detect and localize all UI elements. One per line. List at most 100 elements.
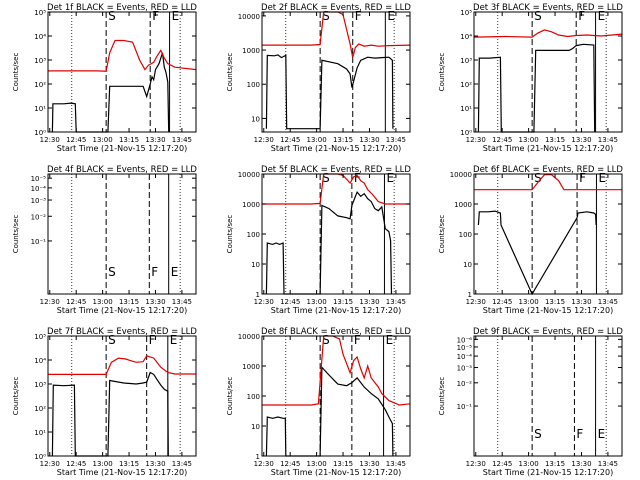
y-tick-label: 10000: [238, 333, 260, 341]
x-tick-label: 12:45: [280, 136, 300, 144]
x-axis-label: Start Time (21-Nov-15 12:17:20): [57, 468, 187, 477]
x-tick-label: 13:15: [545, 136, 565, 144]
y-axis-label: Counts/sec: [226, 377, 234, 416]
x-tick-label: 13:00: [93, 298, 113, 306]
series-events: [265, 365, 394, 457]
y-tick-label: 10¹: [34, 105, 46, 113]
y-axis-label: Counts/sec: [438, 215, 446, 254]
x-tick-label: 12:45: [280, 298, 300, 306]
series-lld: [262, 11, 411, 58]
x-tick-label: 12:30: [40, 298, 60, 306]
y-tick-label: 1: [468, 291, 472, 299]
x-tick-label: 13:15: [333, 460, 353, 468]
y-tick-label: 1000: [242, 363, 260, 371]
y-tick-label: 100: [247, 231, 260, 239]
y-tick-label: 10: [463, 261, 472, 269]
marker-label-e: E: [386, 333, 394, 347]
y-tick-label: 10⁵: [460, 9, 472, 17]
series-events: [477, 43, 596, 133]
marker-label-s: S: [534, 171, 542, 185]
x-tick-label: 13:15: [545, 298, 565, 306]
y-tick-label: 10⁵: [34, 333, 46, 341]
marker-label-s: S: [322, 333, 330, 347]
y-tick-label: 10: [251, 261, 260, 269]
y-tick-label: 10³: [34, 381, 46, 389]
y-tick-label: 10⁴: [34, 33, 46, 41]
y-tick-label: 10⁻⁶: [457, 336, 473, 344]
y-tick-label: 10⁻⁴: [31, 185, 47, 193]
x-tick-label: 13:45: [598, 136, 618, 144]
x-tick-label: 13:30: [571, 460, 591, 468]
x-axis-label: Start Time (21-Nov-15 12:17:20): [271, 306, 401, 315]
x-tick-label: 12:45: [492, 298, 512, 306]
chart-title: Det 8f BLACK = Events, RED = LLD: [261, 327, 411, 337]
series-lld: [474, 174, 622, 191]
x-tick-label: 13:45: [172, 136, 192, 144]
y-tick-label: 10⁻¹: [457, 403, 473, 411]
x-tick-label: 12:30: [254, 298, 274, 306]
x-tick-label: 13:00: [519, 460, 539, 468]
x-axis-label: Start Time (21-Nov-15 12:17:20): [483, 306, 613, 315]
marker-label-f: F: [354, 333, 361, 347]
y-tick-label: 10²: [34, 81, 46, 89]
x-axis-label: Start Time (21-Nov-15 12:17:20): [271, 144, 401, 153]
y-tick-label: 10²: [34, 405, 46, 413]
y-axis-label: Counts/sec: [226, 53, 234, 92]
y-tick-label: 1000: [242, 201, 260, 209]
y-tick-label: 10¹: [460, 105, 472, 113]
x-tick-label: 12:45: [66, 460, 86, 468]
y-axis-label: Counts/sec: [226, 215, 234, 254]
y-tick-label: 10⁰: [34, 129, 46, 137]
y-tick-label: 10⁰: [460, 129, 472, 137]
y-tick-label: 10: [251, 115, 260, 123]
marker-label-s: S: [534, 9, 542, 23]
y-tick-label: 1000: [454, 201, 472, 209]
chart-panel-4: Det 4f BLACK = Events, RED = LLD S F E 10⁻¹ 1…: [12, 165, 197, 315]
chart-title: Det 4f BLACK = Events, RED = LLD: [47, 165, 197, 175]
x-axis-label: Start Time (21-Nov-15 12:17:20): [57, 144, 187, 153]
x-tick-label: 13:45: [386, 298, 406, 306]
marker-label-f: F: [576, 427, 583, 441]
marker-label-s: S: [322, 9, 330, 23]
y-tick-label: 10⁻²: [457, 380, 473, 388]
y-tick-label: 10⁴: [34, 357, 46, 365]
chart-title: Det 5f BLACK = Events, RED = LLD: [261, 165, 411, 175]
y-tick-label: 10³: [34, 57, 46, 65]
y-tick-label: 10000: [238, 13, 260, 21]
x-tick-label: 12:45: [66, 136, 86, 144]
y-tick-label: 10⁰: [34, 453, 46, 461]
plot-frame: [261, 11, 411, 133]
x-tick-label: 13:45: [172, 460, 192, 468]
series-lld: [48, 355, 196, 375]
y-tick-label: 10⁴: [460, 33, 472, 41]
marker-label-s: S: [108, 9, 116, 23]
marker-label-s: S: [534, 427, 542, 441]
x-tick-label: 13:45: [172, 298, 192, 306]
marker-label-f: F: [579, 171, 586, 185]
series-events: [51, 52, 170, 133]
x-tick-label: 13:00: [307, 136, 327, 144]
chart-title: Det 3f BLACK = Events, RED = LLD: [473, 3, 623, 13]
series-lld: [48, 39, 197, 72]
chart-panel-9: Det 9f BLACK = Events, RED = LLD S F E 10⁻¹ 1…: [438, 327, 623, 477]
plot-frame: [473, 11, 623, 133]
plot-frame: [47, 173, 197, 295]
x-tick-label: 12:30: [466, 298, 486, 306]
x-tick-label: 13:30: [145, 298, 165, 306]
series-lld: [473, 29, 623, 38]
y-axis-label: Counts/sec: [12, 53, 20, 92]
y-tick-label: 10⁻³: [31, 197, 47, 205]
marker-label-f: F: [151, 265, 158, 279]
y-tick-label: 10⁻⁵: [457, 344, 473, 352]
marker-label-e: E: [386, 171, 394, 185]
marker-label-e: E: [387, 9, 395, 23]
x-tick-label: 13:30: [145, 136, 165, 144]
x-tick-label: 13:00: [519, 136, 539, 144]
y-tick-label: 10¹: [34, 429, 46, 437]
x-tick-label: 13:15: [545, 460, 565, 468]
chart-panel-3: Det 3f BLACK = Events, RED = LLDSFE10⁰10…: [438, 3, 623, 153]
x-tick-label: 13:15: [333, 298, 353, 306]
